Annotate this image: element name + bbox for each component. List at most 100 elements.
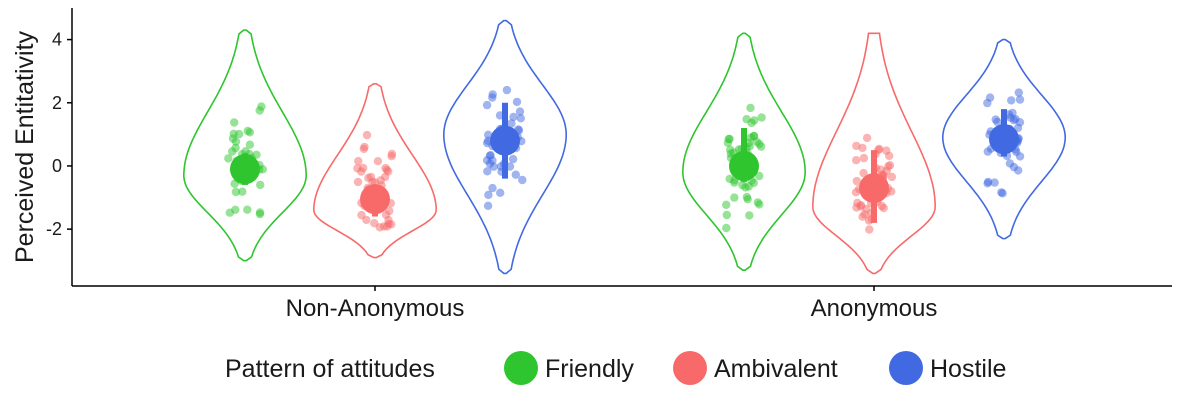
data-point (757, 113, 766, 122)
data-point (756, 142, 766, 151)
data-point (354, 156, 363, 166)
data-point (1008, 108, 1017, 118)
data-point (382, 165, 391, 175)
data-point (744, 182, 753, 191)
data-point (245, 140, 255, 149)
data-point (856, 202, 865, 211)
violin-group-ambivalent (312, 82, 438, 259)
violin (811, 32, 937, 275)
data-point (231, 143, 240, 153)
legend-key (889, 351, 923, 385)
data-point (364, 173, 373, 183)
data-point (353, 177, 363, 187)
data-point (229, 129, 238, 138)
data-point (255, 208, 265, 217)
data-point (509, 112, 518, 122)
legend-item-hostile: Hostile (889, 351, 1006, 385)
data-point (738, 180, 747, 190)
data-point (502, 85, 512, 95)
plot-area (182, 19, 1066, 275)
data-point (887, 172, 897, 182)
data-point (238, 187, 247, 196)
data-point (516, 114, 525, 123)
data-point (983, 147, 992, 156)
violin-group-hostile (942, 38, 1066, 240)
data-point (357, 167, 366, 176)
data-point (879, 203, 888, 213)
data-point (488, 93, 497, 102)
violin-group-hostile (442, 19, 568, 275)
data-point (258, 165, 267, 174)
mean-point (729, 150, 759, 181)
data-point (515, 107, 525, 116)
data-point (518, 175, 527, 185)
data-point (745, 211, 754, 220)
y-axis-label: Perceived Entitativity (11, 30, 39, 263)
data-point (362, 130, 372, 140)
data-point (998, 189, 1007, 198)
data-point (384, 215, 393, 225)
violin (942, 38, 1066, 240)
y-tick-label: 4 (52, 30, 62, 50)
violin (182, 29, 308, 262)
data-point (726, 145, 735, 154)
data-point (1015, 152, 1025, 161)
data-point (983, 98, 992, 108)
data-point (884, 162, 893, 171)
data-point (224, 154, 233, 163)
data-point (984, 177, 993, 187)
legend-item-friendly: Friendly (504, 351, 634, 385)
legend-item-ambivalent: Ambivalent (673, 351, 838, 385)
data-point (231, 187, 241, 197)
axes: -2 0 2 4 Non-Anonymous Anonymous Perceived E… (11, 8, 1172, 322)
legend: Pattern of attitudes Friendly Ambivalent H… (225, 351, 1006, 385)
x-ticks: Non-Anonymous Anonymous (286, 286, 937, 322)
data-point (256, 180, 265, 190)
data-point (508, 154, 518, 164)
data-point (231, 137, 241, 146)
data-point (990, 178, 999, 187)
data-point (858, 212, 867, 221)
data-point (257, 102, 266, 111)
y-tick-label: 2 (52, 93, 62, 113)
data-point (1015, 118, 1025, 127)
data-point (511, 170, 520, 179)
data-point (482, 100, 492, 110)
violin (442, 19, 568, 275)
data-point (385, 206, 394, 216)
data-point (375, 223, 384, 232)
data-point (1005, 159, 1015, 168)
mean-point (360, 184, 390, 215)
data-point (859, 168, 868, 178)
data-point (722, 200, 731, 209)
data-point (243, 205, 252, 214)
data-point (484, 130, 493, 139)
y-tick-label: 0 (52, 156, 62, 176)
data-point (885, 151, 894, 161)
data-point (383, 222, 392, 231)
data-point (723, 138, 733, 147)
data-point (373, 157, 383, 166)
legend-key (504, 351, 538, 385)
data-point (993, 117, 1002, 127)
y-tick-label: -2 (46, 219, 62, 239)
y-ticks: -2 0 2 4 (46, 30, 72, 239)
data-point (755, 171, 764, 181)
data-point (387, 149, 397, 159)
legend-label: Hostile (930, 355, 1006, 383)
data-point (865, 225, 874, 234)
data-point (483, 167, 492, 176)
data-point (722, 210, 731, 220)
data-point (858, 143, 867, 153)
violin-group-friendly (681, 32, 807, 272)
data-point (360, 142, 369, 152)
data-point (753, 198, 762, 207)
violin-group-ambivalent (811, 32, 937, 275)
data-point (245, 128, 255, 137)
data-point (745, 142, 754, 151)
data-point (730, 193, 739, 202)
legend-label: Ambivalent (714, 355, 838, 383)
data-point (486, 151, 495, 160)
data-point (496, 188, 505, 197)
